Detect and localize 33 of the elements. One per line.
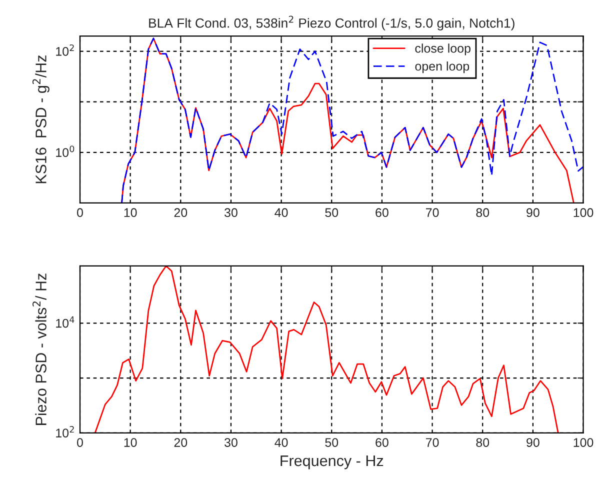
x-tick-label: 80: [476, 438, 490, 447]
x-tick-label: 20: [174, 438, 188, 447]
x-tick-label: 100: [574, 438, 594, 447]
x-tick-label: 80: [476, 208, 490, 218]
x-tick-label: 30: [224, 438, 238, 447]
x-tick-label: 30: [224, 208, 238, 218]
y-axis-title: KS16 PSD - g$^{2}$/Hz: [32, 56, 50, 184]
x-tick-label: 50: [325, 438, 338, 447]
x-tick-label: 70: [426, 208, 439, 218]
x-axis-title: Frequency - Hz: [280, 456, 384, 470]
y-tick-label: 10$^{0}$: [56, 146, 74, 157]
chart-title: BLA Flt Cond. 03, 538in$^{2}$ Piezo Control (-1/s, 5.0 gain, Notch1): [149, 16, 514, 30]
x-tick-label: 90: [526, 208, 540, 218]
x-tick-label: 10: [124, 208, 137, 218]
y-tick-label: 10$^{2}$: [56, 426, 74, 438]
y-tick-label: 10$^{2}$: [56, 44, 74, 56]
line-series: [94, 266, 559, 433]
x-tick-label: 60: [376, 438, 388, 447]
x-tick-label: 100: [574, 208, 594, 218]
x-tick-label: 50: [325, 208, 338, 218]
x-tick-label: 10: [124, 438, 137, 447]
y-axis-title: Piezo PSD - volts$^{2}$/ Hz: [32, 274, 46, 425]
x-tick-label: 60: [376, 208, 388, 218]
legend-label: open loop: [415, 61, 470, 74]
legend-label: close loop: [415, 44, 470, 56]
x-tick-label: 70: [426, 438, 439, 447]
x-tick-label: 40: [274, 438, 288, 447]
x-tick-label: 20: [174, 208, 188, 218]
x-tick-label: 40: [274, 208, 288, 218]
x-tick-label: 0: [77, 438, 83, 447]
y-tick-label: 10$^{4}$: [56, 316, 74, 328]
x-tick-label: 0: [77, 208, 83, 218]
x-tick-label: 90: [526, 438, 540, 447]
